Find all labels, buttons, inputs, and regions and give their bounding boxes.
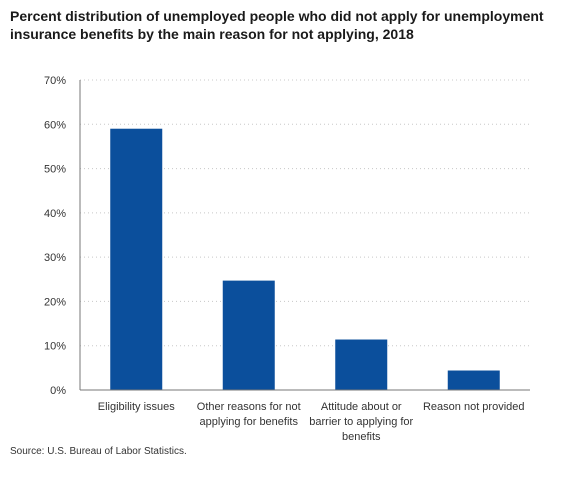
y-tick-label: 70% xyxy=(44,75,66,87)
bar xyxy=(447,370,500,390)
y-tick-label: 0% xyxy=(50,385,66,397)
bar xyxy=(222,280,275,390)
y-tick-label: 60% xyxy=(44,119,66,131)
source-note: Source: U.S. Bureau of Labor Statistics. xyxy=(10,446,187,457)
bar xyxy=(110,128,163,390)
y-tick-label: 30% xyxy=(44,252,66,264)
y-tick-label: 10% xyxy=(44,341,66,353)
y-axis-ticks: 0% 10% 20% 30% 40% 50% 60% 70% xyxy=(44,75,66,397)
gridlines xyxy=(80,79,530,347)
y-tick-label: 20% xyxy=(44,296,66,308)
bars xyxy=(110,128,500,390)
x-axis-categories: Eligibility issues Other reasons for not a… xyxy=(98,401,525,443)
chart-title: Percent distribution of unemployed peopl… xyxy=(10,8,544,42)
y-tick-label: 50% xyxy=(44,164,66,176)
bar xyxy=(335,339,388,390)
x-category-label: Eligibility issues xyxy=(98,401,176,413)
y-tick-label: 40% xyxy=(44,208,66,220)
x-category-label: Other reasons for not applying for benefi… xyxy=(197,401,301,428)
x-category-label: Attitude about or barrier to applying for… xyxy=(309,401,413,443)
x-category-label: Reason not provided xyxy=(423,401,525,413)
